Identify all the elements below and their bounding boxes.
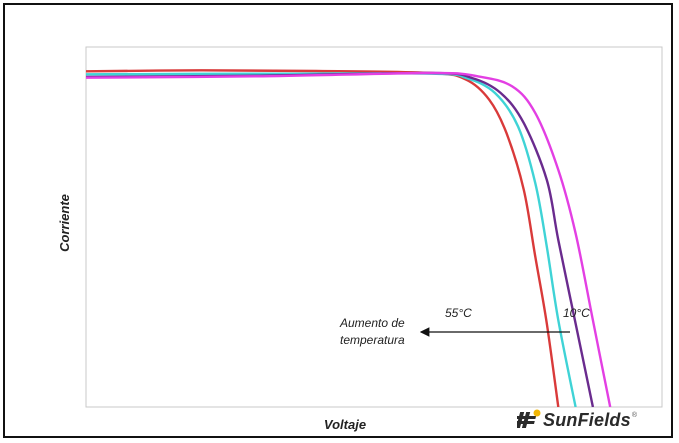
sunfields-logo-mark-icon: [517, 409, 541, 428]
x-axis-label: Voltaje: [324, 417, 366, 432]
iv-curve-chart: Corriente Voltaje 55°C 10°C Aumento de t…: [57, 46, 663, 432]
arrow-label-line1: Aumento de: [339, 316, 405, 330]
series-line-1: [86, 69, 560, 407]
series-line-4: [86, 71, 612, 407]
series-line-2: [86, 72, 577, 407]
figure-frame: Corriente Voltaje 55°C 10°C Aumento de t…: [3, 3, 673, 438]
temperature-label-55: 55°C: [445, 306, 472, 320]
y-axis-label: Corriente: [57, 194, 72, 252]
arrow-label-line2: temperatura: [340, 333, 405, 347]
sunfields-logo-text: SunFields: [543, 409, 631, 430]
sunfields-logo: SunFields ®: [517, 409, 637, 431]
plot-area: [85, 46, 663, 408]
temperature-label-10: 10°C: [563, 306, 590, 320]
registered-mark: ®: [631, 411, 637, 419]
